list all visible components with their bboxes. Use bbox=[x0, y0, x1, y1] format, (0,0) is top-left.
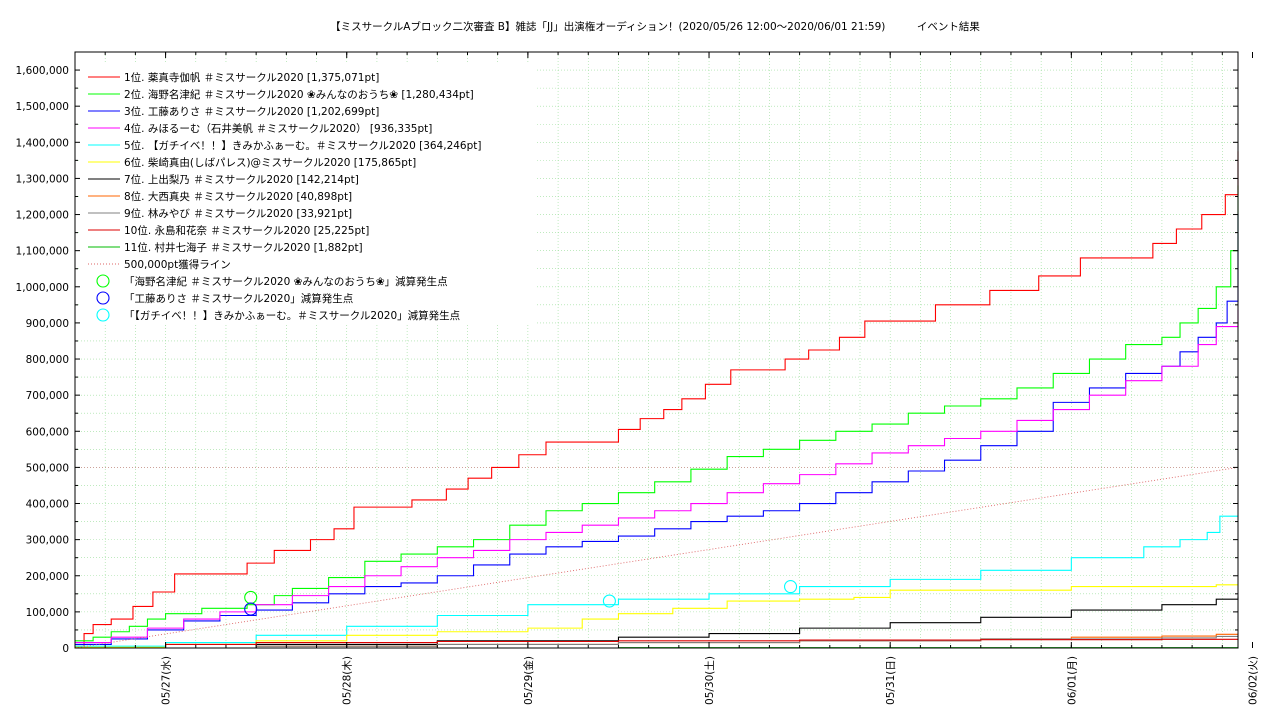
y-tick-label: 1,300,000 bbox=[16, 173, 69, 185]
legend-entry: 3位. 工藤ありさ ＃ミスサークル2020 [1,202,699pt] bbox=[124, 105, 379, 118]
y-tick-label: 800,000 bbox=[26, 354, 69, 366]
legend-entry: 10位. 永島和花奈 ＃ミスサークル2020 [25,225pt] bbox=[124, 224, 369, 237]
legend-marker bbox=[96, 308, 110, 322]
legend-entry: 4位. みほるーむ（石井美帆 ＃ミスサークル2020） [936,335pt] bbox=[124, 122, 432, 135]
plot-frame bbox=[74, 51, 1239, 649]
markers bbox=[244, 580, 798, 616]
legend-entry: 8位. 大西真央 ＃ミスサークル2020 [40,898pt] bbox=[124, 190, 352, 203]
y-tick-label: 1,100,000 bbox=[16, 246, 69, 258]
y-tick-label: 1,000,000 bbox=[16, 282, 69, 294]
legend-entry: 「海野名津紀 ＃ミスサークル2020 ❀みんなのおうち❀」減算発生点 bbox=[124, 275, 448, 288]
legend-entry: 5位. 【ガチイベ！！】きみかふぁーむ。＃ミスサークル2020 [364,246… bbox=[124, 139, 482, 152]
series-line-3 bbox=[75, 213, 1239, 645]
x-tick-label: 05/29(金) bbox=[522, 656, 535, 705]
legend-entry: 9位. 林みやび ＃ミスサークル2020 [33,921pt] bbox=[124, 207, 352, 220]
legend-marker bbox=[96, 274, 110, 288]
series-line-2 bbox=[75, 185, 1239, 642]
legend-background bbox=[80, 62, 535, 324]
y-tick-label: 900,000 bbox=[26, 318, 69, 330]
x-tick-label: 05/31(日) bbox=[885, 656, 897, 705]
series-line-5 bbox=[75, 515, 1239, 647]
legend-entry: 11位. 村井七海子 ＃ミスサークル2020 [1,882pt] bbox=[124, 241, 363, 254]
legend-marker bbox=[96, 291, 110, 305]
chart-title: 【ミスサークルAブロック二次審査 B】雑誌「JJ」出演権オーディション！(202… bbox=[330, 20, 980, 33]
legend-entry: 500,000pt獲得ライン bbox=[124, 258, 231, 271]
series-line-10 bbox=[75, 638, 1239, 649]
y-axis: 0 100,000 200,000 300,000 400,000 500,000 600,… bbox=[16, 65, 1238, 655]
y-tick-label: 500,000 bbox=[26, 462, 69, 474]
y-tick-label: 400,000 bbox=[26, 499, 69, 511]
marker-point bbox=[244, 602, 258, 616]
y-tick-label: 300,000 bbox=[26, 535, 69, 547]
y-tick-label: 1,500,000 bbox=[16, 101, 69, 113]
x-tick-label: 06/02(火) bbox=[1247, 656, 1259, 705]
y-tick-label: 200,000 bbox=[26, 571, 69, 583]
legend-entry: 6位. 柴崎真由(しばパレス)@ミスサークル2020 [175,865pt] bbox=[124, 156, 416, 169]
y-tick-label: 0 bbox=[62, 643, 69, 655]
y-tick-label: 1,200,000 bbox=[16, 210, 69, 222]
marker-point bbox=[244, 590, 258, 604]
legend-entry: 1位. 薬真寺伽帆 ＃ミスサークル2020 [1,375,071pt] bbox=[124, 71, 379, 84]
legend-entry: 2位. 海野名津紀 ＃ミスサークル2020 ❀みんなのおうち❀ [1,280,4… bbox=[124, 88, 474, 101]
legend-entry: 7位. 上出梨乃 ＃ミスサークル2020 [142,214pt] bbox=[124, 173, 359, 186]
marker-point bbox=[602, 594, 616, 608]
x-tick-label: 05/28(木) bbox=[342, 656, 354, 705]
y-tick-label: 600,000 bbox=[26, 426, 69, 438]
series-line-6 bbox=[75, 584, 1239, 648]
x-tick-label: 06/01(月) bbox=[1066, 656, 1078, 705]
x-tick-label: 05/30(土) bbox=[703, 656, 716, 705]
x-tick-label: 05/27(水) bbox=[161, 656, 173, 705]
series-line-12 bbox=[74, 466, 1239, 649]
series-line-1 bbox=[75, 151, 1239, 647]
legend-entry: 「工藤ありさ ＃ミスサークル2020」減算発生点 bbox=[124, 292, 353, 305]
series-line-4 bbox=[75, 309, 1239, 644]
legend-entry: 「【ガチイベ！！】きみかふぁーむ。＃ミスサークル2020」減算発生点 bbox=[124, 309, 460, 322]
y-tick-label: 100,000 bbox=[26, 607, 69, 619]
y-tick-label: 1,600,000 bbox=[16, 65, 69, 77]
y-tick-label: 700,000 bbox=[26, 390, 69, 402]
y-tick-label: 1,400,000 bbox=[16, 137, 69, 149]
marker-point bbox=[784, 580, 798, 594]
x-axis: 05/27(水) 05/28(木) 05/29(金) 05/30(土) 05/31(日)… bbox=[74, 52, 1259, 705]
legend: 1位. 薬真寺伽帆 ＃ミスサークル2020 [1,375,071pt] 2位. 海… bbox=[80, 62, 535, 324]
